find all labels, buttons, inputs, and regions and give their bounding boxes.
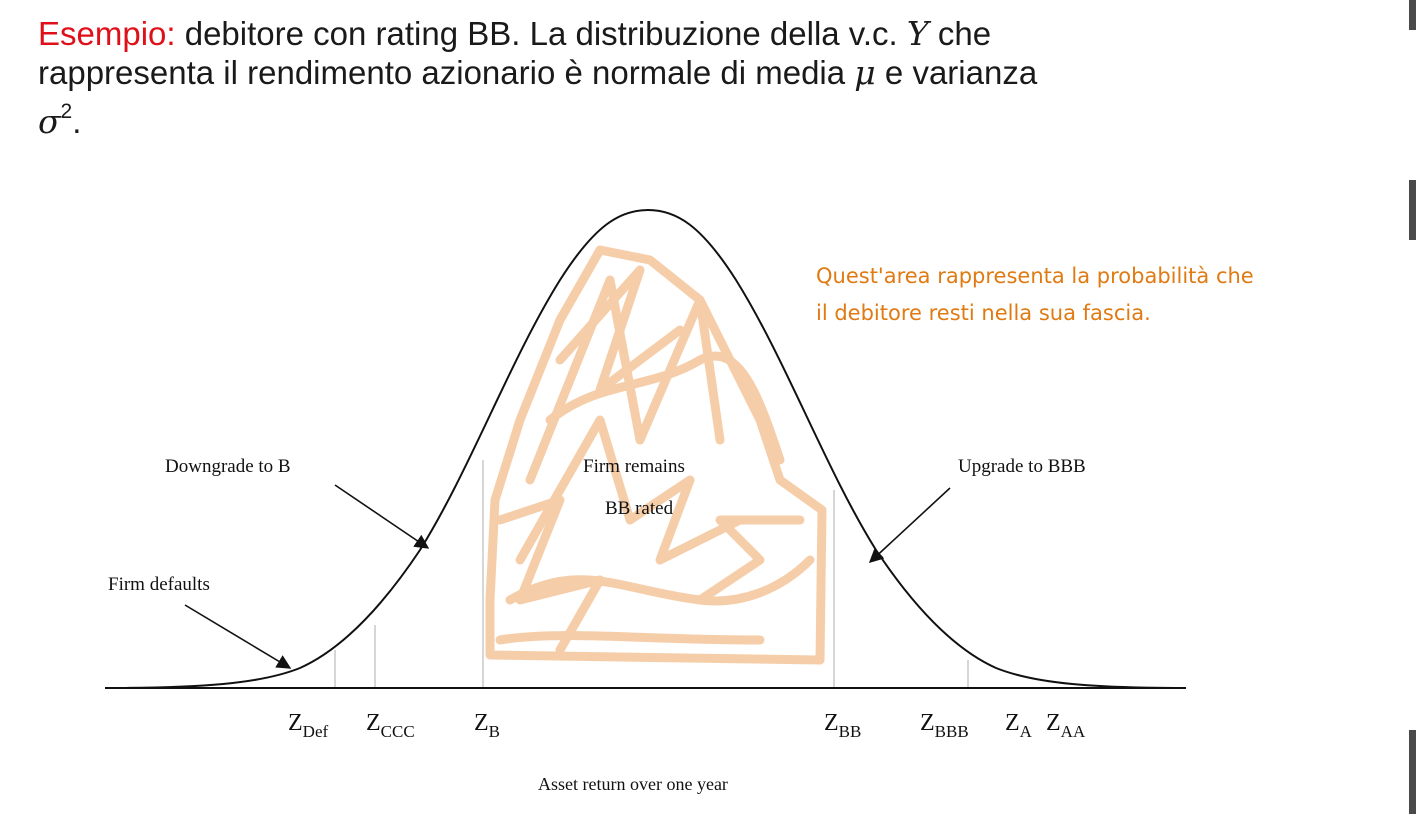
window-edge-bar — [1409, 180, 1416, 240]
intro-period: . — [72, 103, 82, 140]
variable-y: Y — [906, 14, 929, 53]
arrow-upgrade — [868, 487, 951, 563]
hand-drawn-highlight — [485, 245, 827, 665]
threshold-label-ccc: ZCCC — [366, 710, 415, 741]
annotation-line1: Quest'area rappresenta la probabilità ch… — [816, 264, 1254, 288]
intro-line1: debitore con rating BB. La distribuzione… — [175, 15, 907, 52]
threshold-label-def: ZDef — [288, 710, 328, 741]
x-axis-label: Asset return over one year — [538, 774, 728, 794]
threshold-lines — [334, 460, 969, 688]
label-remains-line1: Firm remains — [583, 456, 685, 477]
symbol-sigma: σ — [38, 102, 61, 141]
threshold-label-aa: ZAA — [1046, 710, 1086, 741]
threshold-label-bb: ZBB — [824, 710, 861, 741]
annotation-line2: il debitore resti nella sua fascia. — [816, 301, 1151, 325]
label-remains-line2: BB rated — [605, 498, 674, 519]
threshold-label-a: ZA — [1005, 710, 1033, 741]
window-edge-bar — [1409, 0, 1416, 30]
arrow-defaults — [184, 604, 292, 669]
intro-line2-end: e varianza — [875, 54, 1038, 91]
label-defaults: Firm defaults — [108, 574, 210, 595]
label-upgrade: Upgrade to BBB — [958, 456, 1086, 477]
normal-curve — [104, 208, 1187, 689]
label-downgrade: Downgrade to B — [165, 456, 291, 477]
threshold-labels: ZDef ZCCC ZB ZBB ZBBB ZA ZAA — [288, 710, 1086, 741]
symbol-mu: μ — [854, 53, 876, 92]
example-keyword: Esempio: — [38, 15, 176, 52]
intro-line1-end: che — [928, 15, 992, 52]
threshold-label-b: ZB — [474, 710, 500, 741]
threshold-label-bbb: ZBBB — [920, 710, 969, 741]
window-edge-bar — [1409, 730, 1416, 814]
intro-text: Esempio: debitore con rating BB. La dist… — [38, 14, 1238, 141]
sigma-exponent: 2 — [60, 100, 73, 123]
intro-line2: rappresenta il rendimento azionario è no… — [38, 54, 855, 91]
arrow-downgrade — [334, 484, 430, 549]
